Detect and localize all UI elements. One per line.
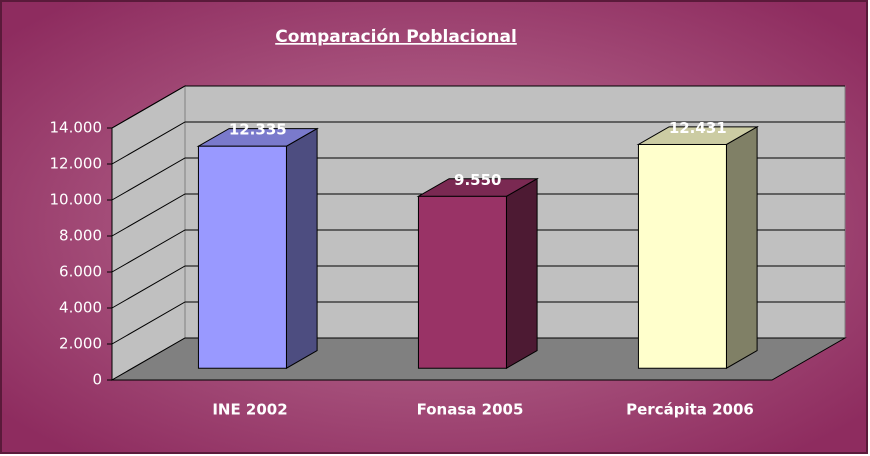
y-tick-label: 0 bbox=[92, 371, 102, 389]
grid-line bbox=[111, 265, 845, 309]
grid-line bbox=[111, 85, 845, 129]
y-tick-label: 4.000 bbox=[59, 299, 102, 317]
y-tick-label: 12.000 bbox=[50, 155, 103, 173]
x-tick-label: INE 2002 bbox=[212, 401, 287, 419]
grid-line bbox=[111, 157, 845, 201]
chart-title: Comparación Poblacional bbox=[275, 27, 517, 47]
y-tick-label: 14.000 bbox=[50, 119, 103, 137]
value-label: 12.335 bbox=[229, 121, 287, 139]
grid-line bbox=[111, 229, 845, 273]
value-label: 12.431 bbox=[669, 119, 727, 137]
x-tick-label: Fonasa 2005 bbox=[417, 401, 524, 419]
y-tick-label: 6.000 bbox=[59, 263, 102, 281]
bar bbox=[197, 145, 287, 369]
y-tick-label: 10.000 bbox=[50, 191, 103, 209]
bar bbox=[637, 143, 727, 369]
value-label: 9.550 bbox=[454, 171, 501, 189]
bar-side bbox=[725, 125, 758, 370]
grid-line bbox=[111, 193, 845, 237]
grid-line bbox=[111, 301, 845, 345]
bar-side bbox=[285, 127, 318, 370]
y-tick-label: 2.000 bbox=[59, 335, 102, 353]
bar-side bbox=[505, 177, 538, 370]
y-tick-label: 8.000 bbox=[59, 227, 102, 245]
side-wall bbox=[111, 85, 186, 381]
grid-line bbox=[111, 121, 845, 165]
bar bbox=[417, 195, 507, 369]
x-tick-label: Percápita 2006 bbox=[626, 401, 754, 419]
